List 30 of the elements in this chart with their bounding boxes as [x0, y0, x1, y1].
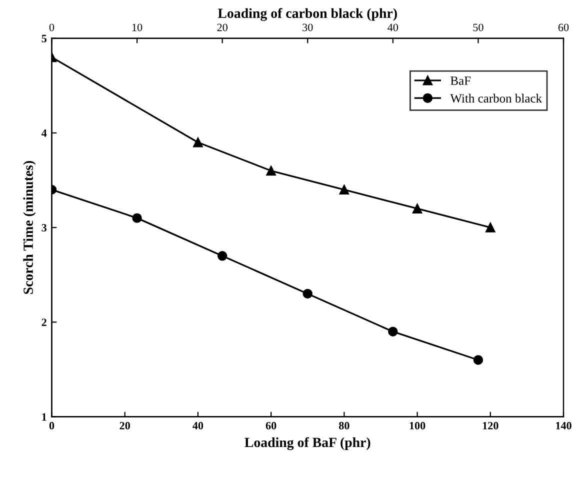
x2-tick-label: 60: [558, 24, 569, 32]
x2-tick-label: 20: [217, 24, 228, 32]
y-tick-label: 2: [42, 318, 46, 326]
x2-tick-label: 30: [302, 24, 313, 32]
point: [412, 204, 422, 214]
x2-axis-title: Loading of carbon black (phr): [218, 8, 397, 21]
y-tick-label: 4: [41, 129, 47, 137]
x-tick-label: 0: [49, 422, 54, 430]
x2-tick-label: 40: [388, 24, 398, 32]
y-axis-title: Scorch Time (minutes): [23, 160, 36, 294]
point: [339, 184, 350, 195]
x-tick-label: 140: [556, 422, 572, 430]
y-tick-label: 5: [42, 34, 46, 42]
x-tick-label: 100: [410, 422, 426, 430]
x-tick-label: 120: [482, 422, 498, 430]
x2-tick-label: 10: [132, 24, 142, 32]
x-tick-label: 80: [338, 422, 350, 430]
y-tick-label: 3: [42, 224, 47, 232]
x2-tick-label: 0: [49, 24, 54, 32]
legend-label: With carbon black: [450, 94, 542, 103]
point: [266, 166, 276, 176]
legend-label: BaF: [450, 76, 471, 85]
x-tick-label: 40: [192, 422, 204, 430]
point: [486, 222, 496, 232]
x-axis-title: Loading of BaF (phr): [244, 437, 370, 450]
y-tick-label: 1: [42, 413, 46, 421]
point: [193, 138, 203, 148]
x2-tick-label: 50: [473, 24, 484, 32]
x-tick-label: 60: [266, 422, 276, 430]
x-tick-label: 20: [120, 422, 130, 430]
